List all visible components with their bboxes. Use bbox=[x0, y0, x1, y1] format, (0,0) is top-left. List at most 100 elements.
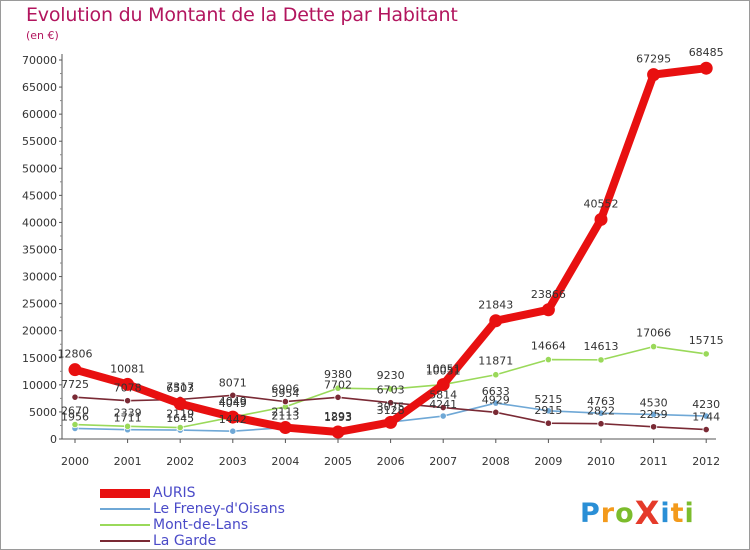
logo-letter-4: i bbox=[660, 498, 671, 529]
data-point bbox=[176, 423, 184, 432]
data-label: 15715 bbox=[689, 334, 724, 347]
data-label: 2339 bbox=[114, 406, 142, 419]
logo-letter-0: P bbox=[580, 498, 601, 529]
data-label: 2670 bbox=[61, 405, 89, 418]
legend-label-la-garde: La Garde bbox=[153, 533, 217, 549]
data-point bbox=[229, 391, 237, 399]
x-tick-label: 2008 bbox=[482, 455, 510, 468]
proxiti-logo: ProXiti bbox=[580, 492, 695, 532]
data-label: 23866 bbox=[531, 288, 566, 301]
x-tick-label: 2004 bbox=[271, 455, 299, 468]
x-tick-label: 2000 bbox=[61, 455, 89, 468]
data-point bbox=[226, 410, 240, 424]
data-label: 2113 bbox=[271, 406, 299, 419]
logo-letter-1: r bbox=[600, 498, 616, 529]
data-label: 40552 bbox=[584, 197, 619, 210]
data-label: 4049 bbox=[219, 397, 247, 410]
y-tick-label: 25000 bbox=[22, 298, 57, 311]
data-point bbox=[334, 384, 342, 392]
x-tick-label: 2001 bbox=[114, 455, 142, 468]
data-label: 2119 bbox=[166, 408, 194, 421]
logo-letter-3: X bbox=[634, 494, 661, 532]
data-label: 17066 bbox=[636, 327, 671, 340]
data-point bbox=[331, 425, 345, 439]
data-point bbox=[124, 422, 132, 430]
data-label: 1956 bbox=[61, 410, 89, 423]
data-point bbox=[489, 314, 503, 328]
y-tick-label: 60000 bbox=[22, 108, 57, 121]
data-point bbox=[544, 407, 553, 415]
y-tick-label: 10000 bbox=[22, 379, 57, 392]
x-tick-label: 2002 bbox=[166, 455, 194, 468]
legend-swatch-auris bbox=[100, 489, 150, 498]
data-label: 6633 bbox=[482, 385, 510, 398]
y-tick-label: 15000 bbox=[22, 352, 57, 365]
y-tick-label: 65000 bbox=[22, 81, 57, 94]
data-point bbox=[229, 427, 237, 435]
legend-swatch-la-garde bbox=[100, 540, 150, 542]
data-point bbox=[71, 393, 79, 401]
logo-letter-5: t bbox=[670, 498, 685, 529]
data-label: 10051 bbox=[426, 363, 461, 376]
data-label: 2915 bbox=[534, 404, 562, 417]
x-tick-label: 2005 bbox=[324, 455, 352, 468]
y-tick-label: 20000 bbox=[22, 325, 57, 338]
data-point bbox=[124, 397, 132, 405]
data-label: 1645 bbox=[166, 412, 194, 425]
data-point bbox=[647, 68, 661, 82]
data-label: 10051 bbox=[426, 365, 461, 378]
data-point bbox=[121, 377, 135, 391]
data-point bbox=[597, 420, 605, 428]
data-point bbox=[702, 425, 710, 434]
data-point bbox=[492, 408, 500, 416]
data-point bbox=[594, 212, 608, 226]
data-label: 5215 bbox=[534, 393, 562, 406]
y-tick-label: 40000 bbox=[22, 216, 57, 229]
data-label: 4241 bbox=[429, 398, 457, 411]
data-label: 2259 bbox=[640, 408, 668, 421]
data-label: 12806 bbox=[58, 348, 93, 361]
x-tick-label: 2011 bbox=[640, 455, 668, 468]
data-label: 1293 bbox=[324, 410, 352, 423]
data-label: 7702 bbox=[324, 378, 352, 391]
y-tick-label: 35000 bbox=[22, 244, 57, 257]
data-point bbox=[649, 423, 658, 431]
y-tick-label: 45000 bbox=[22, 189, 57, 202]
data-label: 2822 bbox=[587, 405, 615, 418]
data-label: 3128 bbox=[377, 404, 405, 417]
data-point bbox=[649, 342, 658, 351]
y-tick-label: 30000 bbox=[22, 271, 57, 284]
data-label: 11871 bbox=[478, 355, 513, 368]
data-point bbox=[68, 363, 82, 377]
data-point bbox=[386, 385, 395, 393]
data-point bbox=[386, 399, 395, 407]
data-point bbox=[439, 403, 447, 412]
data-point bbox=[173, 397, 187, 411]
data-label: 1711 bbox=[114, 412, 142, 425]
data-label: 5954 bbox=[271, 387, 299, 400]
logo-letter-6: i bbox=[684, 498, 695, 529]
y-tick-label: 50000 bbox=[22, 162, 57, 175]
data-label: 10081 bbox=[110, 362, 145, 375]
y-tick-label: 70000 bbox=[22, 54, 57, 67]
chart-title: Evolution du Montant de la Dette par Hab… bbox=[26, 4, 458, 26]
data-point bbox=[384, 415, 398, 429]
data-point bbox=[278, 421, 292, 435]
data-label: 6906 bbox=[271, 383, 299, 396]
legend-label-mont-de-lans: Mont-de-Lans bbox=[153, 517, 249, 533]
data-point bbox=[436, 378, 450, 392]
data-point bbox=[492, 399, 500, 407]
data-point bbox=[71, 420, 79, 429]
legend-swatch-le-freney bbox=[100, 508, 150, 510]
data-point bbox=[439, 412, 447, 420]
data-point bbox=[702, 350, 710, 358]
data-label: 7725 bbox=[61, 378, 89, 391]
data-label: 68485 bbox=[689, 46, 724, 59]
legend-swatch-mont-de-lans bbox=[100, 524, 150, 526]
data-point bbox=[334, 393, 342, 401]
data-point bbox=[281, 398, 289, 406]
data-point bbox=[699, 61, 713, 75]
x-tick-label: 2012 bbox=[692, 455, 720, 468]
data-point bbox=[702, 412, 710, 420]
y-tick-label: 0 bbox=[50, 433, 57, 446]
